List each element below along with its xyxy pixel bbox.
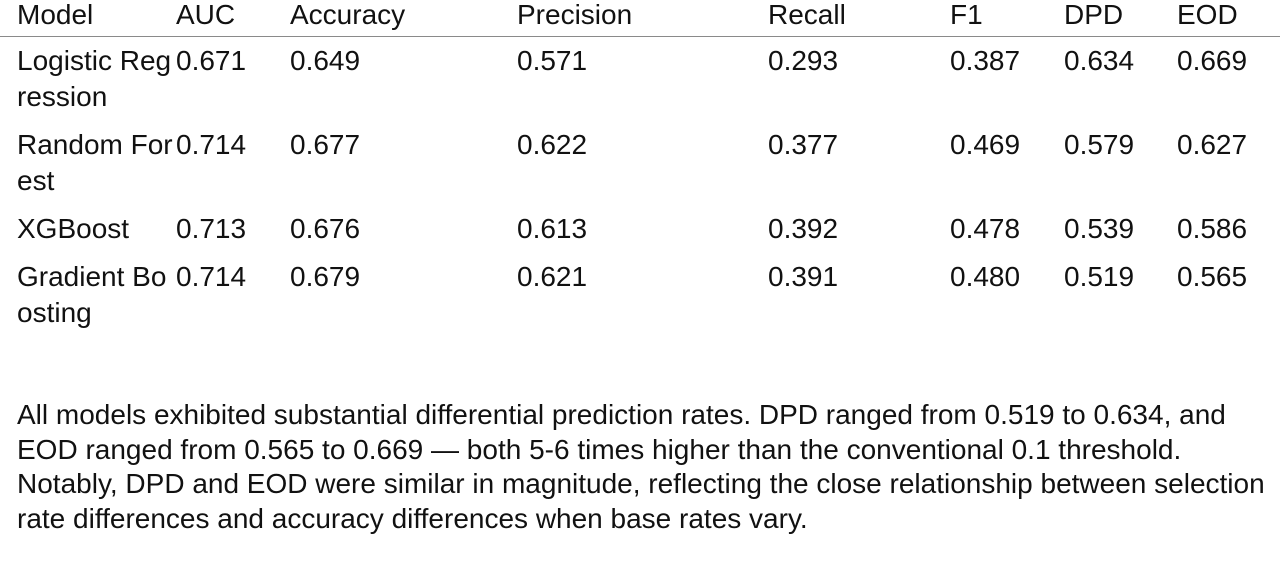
cell-model: XGBoost [17,213,130,244]
cell-recall: 0.293 [768,45,839,76]
cell-dpd: 0.634 [1064,45,1135,76]
cell-auc: 0.714 [176,129,247,160]
header-auc: AUC [176,0,290,37]
cell-accuracy: 0.677 [290,129,361,160]
header-eod: EOD [1177,0,1280,37]
cell-accuracy: 0.679 [290,261,361,292]
header-f1: F1 [950,0,1064,37]
cell-accuracy: 0.676 [290,213,361,244]
cell-auc: 0.713 [176,213,247,244]
table-header-row: Model AUC Accuracy Precision Recall F1 D… [0,0,1280,37]
cell-precision: 0.622 [517,129,588,160]
cell-precision: 0.613 [517,213,588,244]
header-model: Model [0,0,176,37]
cell-model: Random Forest [17,129,173,196]
cell-f1: 0.480 [950,261,1021,292]
cell-recall: 0.392 [768,213,839,244]
header-dpd: DPD [1064,0,1177,37]
cell-dpd: 0.579 [1064,129,1135,160]
cell-eod: 0.627 [1177,129,1248,160]
header-recall: Recall [768,0,950,37]
cell-eod: 0.586 [1177,213,1248,244]
cell-accuracy: 0.649 [290,45,361,76]
table-row: Gradient Boosting 0.714 0.679 0.621 0.39… [0,255,1280,339]
cell-eod: 0.565 [1177,261,1248,292]
table-row: Logistic Regression 0.671 0.649 0.571 0.… [0,37,1280,124]
cell-f1: 0.469 [950,129,1021,160]
cell-model: Gradient Boosting [17,261,167,328]
cell-dpd: 0.539 [1064,213,1135,244]
cell-recall: 0.391 [768,261,839,292]
cell-eod: 0.669 [1177,45,1248,76]
header-precision: Precision [517,0,768,37]
cell-precision: 0.621 [517,261,588,292]
cell-f1: 0.478 [950,213,1021,244]
cell-recall: 0.377 [768,129,839,160]
cell-dpd: 0.519 [1064,261,1135,292]
cell-auc: 0.714 [176,261,247,292]
table-row: XGBoost 0.713 0.676 0.613 0.392 0.478 0.… [0,207,1280,255]
cell-model: Logistic Regression [17,45,172,112]
table-row: Random Forest 0.714 0.677 0.622 0.377 0.… [0,123,1280,207]
cell-precision: 0.571 [517,45,588,76]
results-paragraph: All models exhibited substantial differe… [17,399,1265,534]
model-metrics-table: Model AUC Accuracy Precision Recall F1 D… [0,0,1280,339]
cell-auc: 0.671 [176,45,247,76]
header-accuracy: Accuracy [290,0,517,37]
cell-f1: 0.387 [950,45,1021,76]
